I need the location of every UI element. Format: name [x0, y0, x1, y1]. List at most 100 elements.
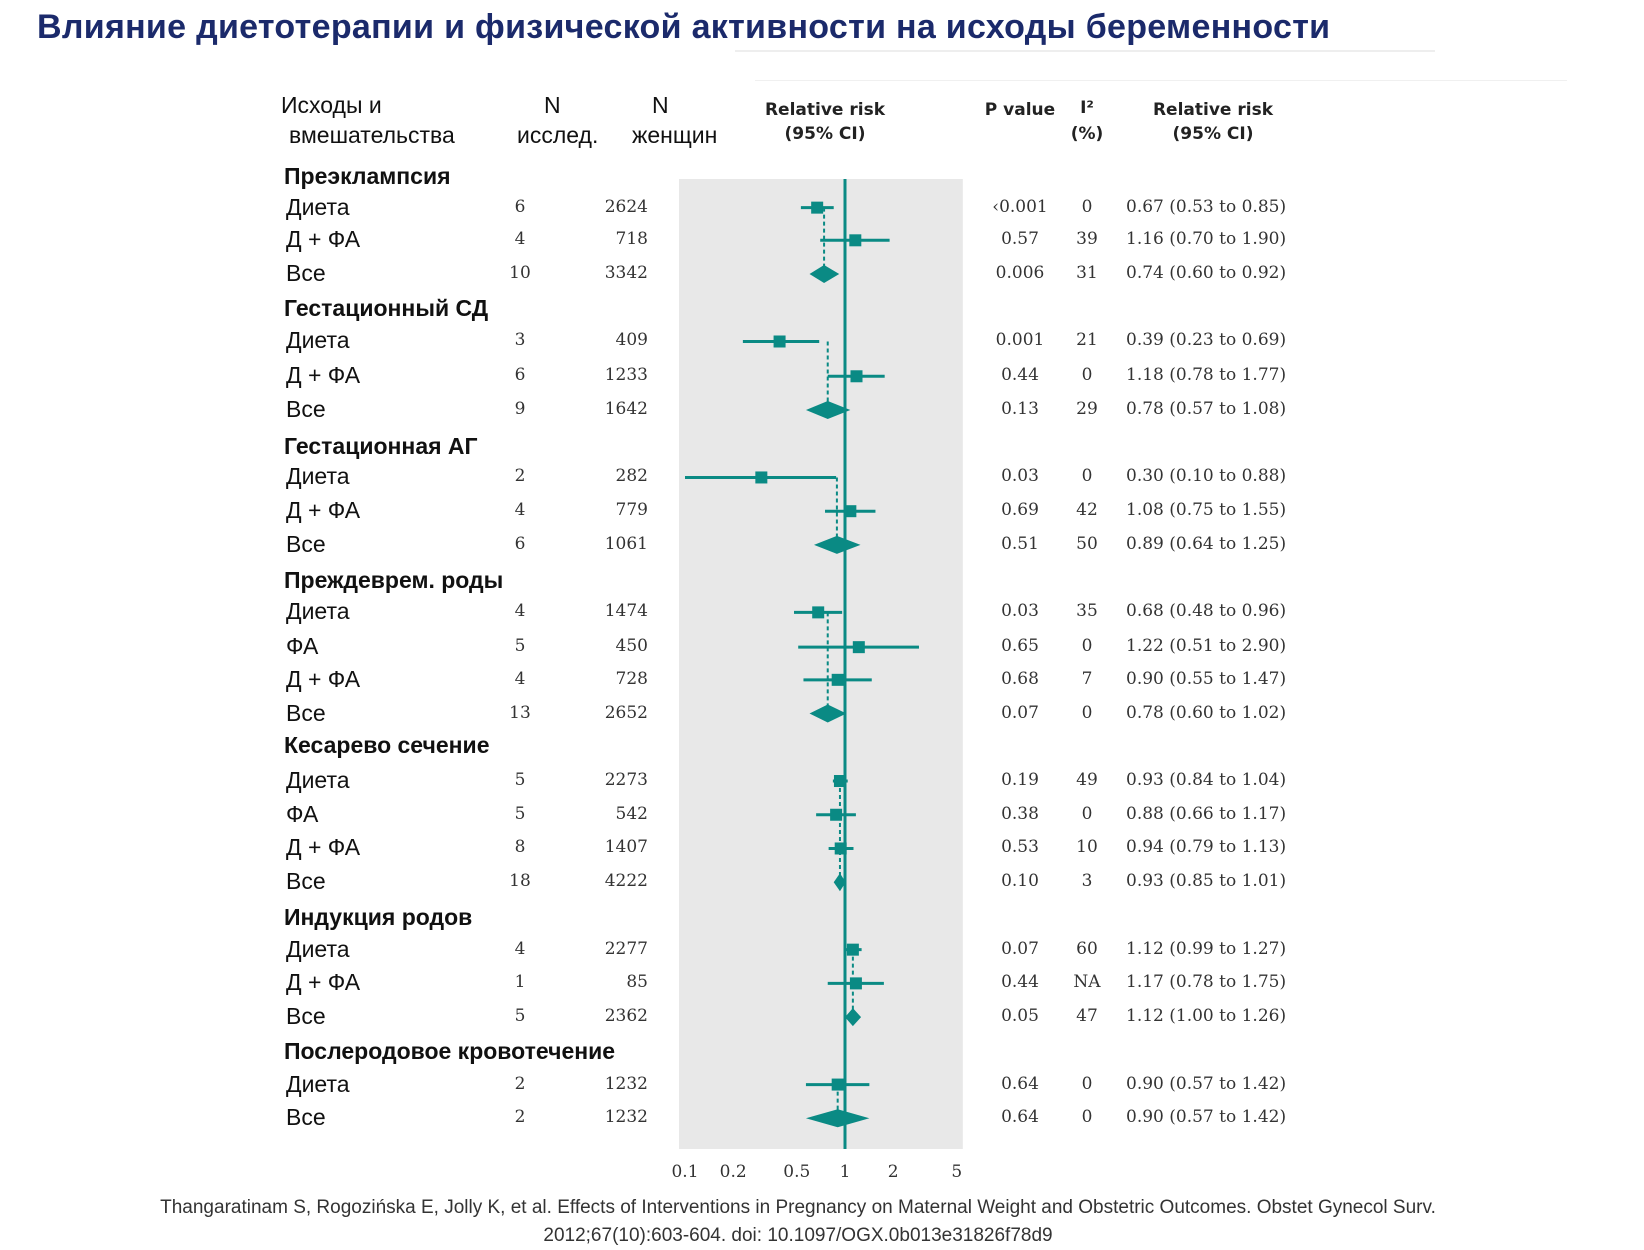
rr-ci-text: 0.89 (0.64 to 1.25): [1126, 533, 1287, 554]
n-studies: 4: [514, 668, 526, 689]
rr-ci-text: 0.94 (0.79 to 1.13): [1126, 837, 1287, 858]
rr-ci-text: 0.93 (0.85 to 1.01): [1126, 871, 1287, 892]
p-value: 0.19: [1001, 770, 1039, 790]
p-value: 0.57: [1001, 229, 1039, 250]
row-label: Диета: [286, 463, 350, 490]
p-value: 0.64: [1001, 1073, 1039, 1094]
group-header: Преэклампсия: [284, 163, 457, 191]
rr-ci-text: 1.16 (0.70 to 1.90): [1126, 229, 1287, 250]
x-tick-label: 0.5: [783, 1162, 810, 1182]
row-label: Диета: [286, 935, 350, 962]
n-studies: 5: [514, 1006, 526, 1027]
n-women: 450: [615, 636, 648, 657]
i2-value: 42: [1076, 500, 1098, 521]
summary-diamond: [845, 1008, 862, 1027]
p-value: 0.13: [1001, 399, 1039, 419]
p-value: 0.68: [1001, 668, 1039, 689]
summary-diamond: [805, 401, 851, 420]
citation-line2: 2012;67(10):603-604. doi: 10.1097/OGX.0b…: [543, 1225, 1053, 1246]
row-label: Все: [286, 699, 326, 726]
n-studies: 3: [514, 330, 526, 351]
header-nwomen-line2: женщин: [632, 122, 718, 148]
n-studies: 4: [514, 601, 526, 622]
i2-value: 31: [1076, 263, 1098, 284]
rr-ci-text: 1.08 (0.75 to 1.55): [1126, 500, 1287, 521]
n-women: 4222: [604, 871, 648, 892]
n-women: 2273: [604, 770, 648, 790]
group-header: Преждеврем. роды: [284, 566, 510, 594]
i2-value: 50: [1076, 533, 1098, 554]
group-header: Гестационный СД: [284, 294, 495, 322]
row-label: Диета: [286, 193, 350, 220]
n-studies: 4: [514, 938, 526, 959]
row-label: Диета: [286, 327, 350, 354]
point-estimate: [852, 641, 865, 654]
group-header: Гестационная АГ: [284, 432, 484, 460]
rr-ci-text: 1.12 (0.99 to 1.27): [1126, 938, 1287, 959]
n-women: 728: [615, 668, 648, 689]
i2-value: 0: [1081, 1107, 1093, 1128]
header-nstudies-line1: N: [544, 92, 561, 118]
i2-value: 0: [1081, 466, 1093, 487]
citation: Thangaratinam S, Rogozińska E, Jolly K, …: [0, 1194, 1596, 1250]
p-value: 0.69: [1001, 500, 1039, 521]
n-women: 718: [615, 229, 648, 250]
n-women: 1233: [604, 365, 648, 386]
rr-ci-text: 0.67 (0.53 to 0.85): [1126, 196, 1287, 217]
n-studies: 9: [514, 399, 526, 419]
row-label: Все: [286, 260, 326, 287]
plot-background: [679, 179, 963, 1149]
row-label: Диета: [286, 598, 350, 625]
p-value: 0.10: [1001, 871, 1039, 892]
n-studies: 5: [514, 636, 526, 657]
n-women: 2624: [604, 196, 648, 217]
x-tick-label: 0.1: [671, 1162, 698, 1182]
n-studies: 18: [509, 871, 531, 892]
n-women: 1474: [604, 601, 648, 622]
summary-diamond: [805, 1109, 870, 1128]
i2-value: 0: [1081, 702, 1093, 723]
p-value: 0.07: [1001, 938, 1039, 959]
p-value: 0.05: [1001, 1006, 1039, 1027]
row-label: Все: [286, 530, 326, 557]
row-label: Д + ФА: [286, 969, 361, 996]
summary-diamond: [813, 535, 861, 554]
p-value: 0.001: [995, 330, 1045, 351]
point-estimate: [849, 977, 862, 990]
n-women: 542: [615, 803, 648, 824]
point-estimate: [831, 673, 844, 686]
i2-value: 7: [1081, 668, 1093, 689]
i2-value: 21: [1076, 330, 1098, 351]
rr-ci-text: 1.17 (0.78 to 1.75): [1126, 972, 1287, 993]
rr-ci-text: 0.30 (0.10 to 0.88): [1126, 466, 1287, 487]
divider: [755, 80, 1567, 81]
p-value: 0.53: [1001, 837, 1039, 858]
header-rr-plot-line1: Relative risk: [764, 100, 886, 120]
rr-ci-text: 0.93 (0.84 to 1.04): [1126, 770, 1287, 790]
p-value: ‹0.001: [992, 196, 1048, 217]
point-estimate: [844, 505, 857, 518]
rr-ci-text: 1.18 (0.78 to 1.77): [1126, 365, 1287, 386]
x-tick-label: 0.2: [720, 1162, 747, 1182]
rr-ci-text: 0.39 (0.23 to 0.69): [1126, 330, 1287, 351]
x-tick-label: 5: [951, 1162, 962, 1182]
row-label: ФА: [286, 633, 319, 660]
n-women: 779: [615, 500, 648, 521]
slide-title: Влияние диетотерапии и физической активн…: [37, 8, 1331, 46]
row-label: Д + ФА: [286, 834, 361, 861]
header-rr-text-line1: Relative risk: [1152, 100, 1274, 120]
i2-value: 0: [1081, 196, 1093, 217]
p-value: 0.44: [1001, 972, 1039, 993]
p-value: 0.64: [1001, 1107, 1039, 1128]
rr-ci-text: 1.12 (1.00 to 1.26): [1126, 1006, 1287, 1027]
header-outcome-line2: вмешательства: [289, 122, 455, 148]
rr-ci-text: 0.74 (0.60 to 0.92): [1126, 263, 1287, 284]
rr-ci-text: 0.88 (0.66 to 1.17): [1126, 803, 1287, 824]
i2-value: 3: [1081, 871, 1093, 892]
n-studies: 2: [514, 466, 526, 487]
n-women: 85: [626, 972, 648, 993]
rr-ci-text: 0.90 (0.55 to 1.47): [1126, 668, 1287, 689]
n-studies: 2: [514, 1107, 526, 1128]
rr-ci-text: 0.78 (0.57 to 1.08): [1126, 399, 1287, 419]
